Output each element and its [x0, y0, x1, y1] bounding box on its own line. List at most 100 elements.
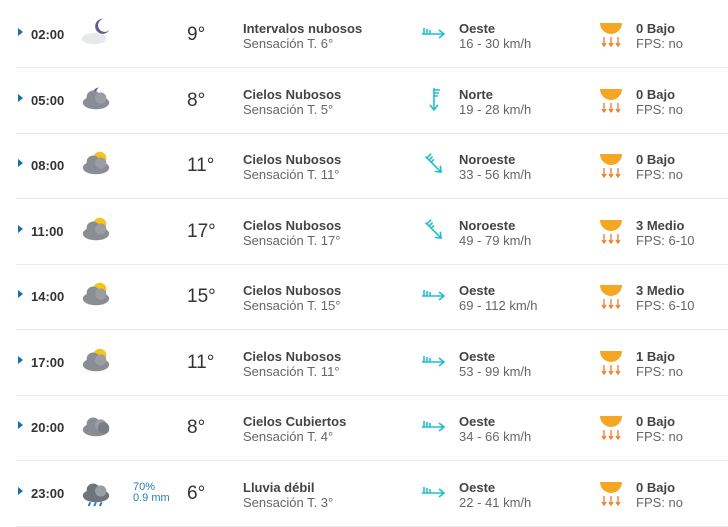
uv-level: 3 Medio: [636, 217, 685, 233]
uv-level: 1 Bajo: [636, 348, 676, 364]
wind-speed: 16 - 30 km/h: [459, 36, 532, 51]
uv-sun-icon: [600, 23, 622, 48]
wind-speed: 69 - 112 km/h: [459, 298, 538, 313]
wind-direction: Norte: [459, 86, 493, 102]
forecast-row[interactable]: 05:00 8° Cielos Nubosos Sensación T. 5° N…: [16, 68, 728, 134]
expand-caret-icon[interactable]: [18, 421, 23, 429]
sky-description: Cielos Nubosos Sensación T. 15°: [243, 283, 341, 313]
wind-arrow-icon: [422, 355, 446, 367]
forecast-time: 14:00: [31, 289, 65, 304]
uv-level: 0 Bajo: [636, 21, 676, 36]
sun-clouds-icon: [82, 151, 110, 175]
fps: FPS: no: [636, 36, 683, 51]
sky-description: Cielos Nubosos Sensación T. 11°: [243, 152, 341, 182]
wind-direction: Oeste: [459, 283, 496, 298]
fps: FPS: no: [636, 429, 683, 444]
fps: FPS: 6-10: [636, 232, 695, 248]
temperature: 11°: [187, 155, 215, 176]
expand-caret-icon[interactable]: [18, 486, 23, 495]
wind-speed: 49 - 79 km/h: [459, 232, 532, 248]
forecast-row[interactable]: 14:00 15° Cielos Nubosos Sensación T. 15°…: [16, 264, 728, 330]
uv-sun-icon: [600, 88, 622, 113]
expand-caret-icon[interactable]: [18, 355, 23, 364]
uv-sun-icon: [600, 154, 622, 179]
rain-cloud-icon: [82, 482, 110, 506]
feels-like: Sensación T. 6°: [243, 36, 334, 51]
uv-sun-icon: [600, 416, 622, 441]
uv-index: 0 Bajo FPS: no: [636, 152, 683, 182]
sky-condition: Cielos Cubiertos: [243, 414, 347, 429]
feels-like: Sensación T. 4°: [243, 429, 334, 444]
wind: Oeste 53 - 99 km/h: [459, 349, 531, 379]
wind: Oeste 22 - 41 km/h: [459, 480, 531, 510]
temperature: 8°: [187, 417, 206, 438]
uv-sun-icon: [600, 481, 622, 506]
fps: FPS: no: [636, 167, 683, 182]
sky-condition: Cielos Nubosos: [243, 152, 342, 167]
forecast-row[interactable]: 23:00 70% 0.9 mm 6° Lluvia débil Sensación…: [16, 461, 728, 527]
wind-direction: Oeste: [459, 21, 496, 36]
sky-condition: Cielos Nubosos: [243, 217, 342, 233]
wind: Oeste 69 - 112 km/h: [459, 283, 538, 313]
temperature: 9°: [187, 24, 206, 45]
uv-index: 3 Medio FPS: 6-10: [636, 218, 695, 248]
sky-description: Cielos Nubosos Sensación T. 5°: [243, 87, 341, 117]
uv-index: 1 Bajo FPS: no: [636, 349, 683, 379]
feels-like: Sensación T. 17°: [243, 232, 341, 248]
expand-caret-icon[interactable]: [18, 93, 23, 102]
wind-direction: Noroeste: [459, 152, 516, 167]
feels-like: Sensación T. 11°: [243, 363, 340, 379]
uv-sun-icon: [600, 219, 622, 244]
sky-description: Cielos Nubosos Sensación T. 11°: [243, 349, 341, 379]
uv-index: 0 Bajo FPS: no: [636, 480, 683, 510]
uv-index: 3 Medio FPS: 6-10: [636, 283, 695, 313]
uv-index: 0 Bajo FPS: no: [636, 87, 683, 117]
fps: FPS: no: [636, 363, 683, 379]
forecast-row[interactable]: 17:00 11° Cielos Nubosos Sensación T. 11°…: [16, 330, 728, 396]
uv-index: 0 Bajo FPS: no: [636, 21, 683, 51]
sky-condition: Cielos Nubosos: [243, 348, 342, 364]
wind-speed: 34 - 66 km/h: [459, 429, 532, 444]
wind-arrow-icon: [422, 28, 446, 39]
forecast-row[interactable]: 11:00 17° Cielos Nubosos Sensación T. 17°…: [16, 199, 728, 265]
fps: FPS: 6-10: [636, 298, 695, 313]
forecast-time: 02:00: [31, 27, 65, 42]
wind: Norte 19 - 28 km/h: [459, 87, 531, 117]
sun-clouds-icon: [82, 348, 110, 371]
wind-direction: Noroeste: [459, 217, 516, 233]
feels-like: Sensación T. 11°: [243, 167, 340, 182]
rain-probability: 70%: [133, 480, 156, 493]
expand-caret-icon[interactable]: [18, 159, 23, 167]
wind-arrow-icon: [424, 153, 442, 173]
wind-direction: Oeste: [459, 414, 496, 429]
wind-arrow-icon: [422, 290, 446, 301]
uv-sun-icon: [600, 285, 622, 310]
forecast-row[interactable]: 08:00 11° Cielos Nubosos Sensación T. 11°…: [16, 133, 728, 199]
wind: Oeste 16 - 30 km/h: [459, 21, 531, 51]
forecast-row[interactable]: 20:00 8° Cielos Cubiertos Sensación T. 4°…: [16, 395, 728, 461]
forecast-time: 23:00: [31, 485, 65, 501]
forecast-time: 17:00: [31, 354, 65, 370]
expand-caret-icon[interactable]: [18, 224, 23, 233]
uv-sun-icon: [600, 350, 622, 375]
temperature: 6°: [187, 482, 206, 504]
forecast-row[interactable]: 02:00 9° Intervalos nubosos Sensación T. …: [16, 2, 728, 68]
wind: Oeste 34 - 66 km/h: [459, 414, 531, 444]
uv-level: 0 Bajo: [636, 86, 676, 102]
sky-description: Lluvia débil Sensación T. 3°: [243, 480, 333, 510]
forecast-time: 05:00: [31, 92, 65, 108]
feels-like: Sensación T. 5°: [243, 101, 334, 117]
wind-direction: Oeste: [459, 348, 496, 364]
expand-caret-icon[interactable]: [18, 290, 23, 298]
expand-caret-icon[interactable]: [18, 28, 23, 36]
sun-clouds-icon: [82, 217, 110, 240]
precipitation: 70% 0.9 mm: [133, 480, 170, 504]
wind: Noroeste 33 - 56 km/h: [459, 152, 531, 182]
wind-arrow-icon: [422, 486, 446, 498]
wind-speed: 33 - 56 km/h: [459, 167, 532, 182]
temperature: 15°: [187, 286, 216, 307]
forecast-time: 11:00: [31, 223, 64, 239]
wind-speed: 22 - 41 km/h: [459, 494, 532, 510]
uv-level: 3 Medio: [636, 283, 685, 298]
fps: FPS: no: [636, 101, 683, 117]
